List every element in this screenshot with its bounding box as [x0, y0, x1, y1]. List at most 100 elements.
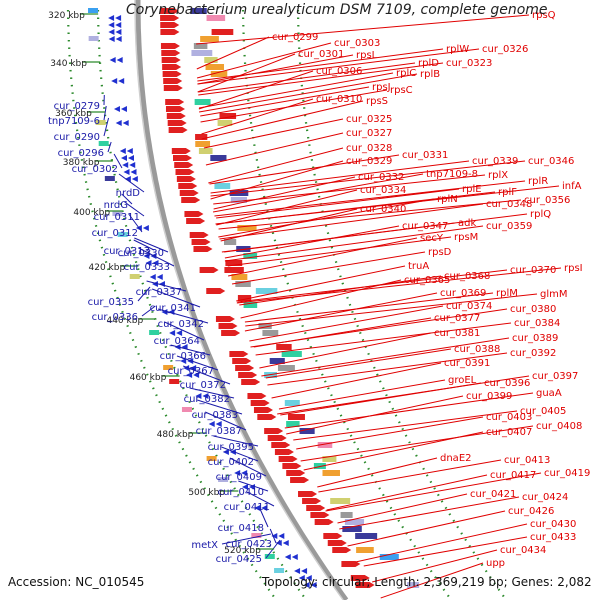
gene-label-right: cur_0388 — [454, 344, 500, 355]
gene-block — [163, 365, 174, 370]
gene-block — [238, 372, 258, 378]
gene-label-left: cur_0335 — [88, 297, 134, 308]
gene-block — [115, 29, 122, 35]
gene-block — [301, 568, 308, 574]
gene-block — [278, 533, 285, 539]
gene-block — [143, 253, 150, 259]
gene-block — [180, 358, 187, 364]
gene-block — [211, 29, 234, 35]
gene-block — [221, 330, 241, 336]
gene-block — [108, 36, 115, 42]
gene-block — [160, 22, 180, 28]
left-gene-labels: cur_0279 tnp7109-6 cur_0290 cur_0296 cur_030… — [48, 101, 272, 565]
gene-label-right: rplM — [496, 288, 518, 299]
gene-label-left: cur_0330 — [118, 248, 164, 259]
gene-block — [310, 512, 330, 518]
gene-label-left: cur_0312 — [92, 228, 138, 239]
gene-block — [162, 71, 182, 77]
gene-block — [191, 50, 213, 56]
gene-block — [215, 316, 235, 322]
gene-label-right: rplW — [446, 44, 469, 55]
kbp-scale-label: 400 kbp — [73, 208, 110, 218]
gene-label-left: cur_0366 — [160, 351, 206, 362]
gene-block — [286, 470, 306, 476]
backbone-layer — [134, 0, 349, 600]
gene-label-right: rpsL — [356, 50, 378, 61]
gene-block — [206, 456, 217, 461]
gene-label-right: cur_0339 — [472, 156, 518, 167]
gene-block — [264, 428, 284, 434]
gene-block — [298, 491, 318, 497]
gene-block — [104, 176, 115, 181]
gene-label-left: cur_0411 — [224, 502, 270, 513]
gene-block — [224, 267, 244, 273]
gene-block — [277, 365, 295, 371]
gene-block — [123, 169, 130, 175]
gene-label-right: rplR — [528, 176, 548, 187]
gene-block — [322, 456, 337, 462]
gene-block — [167, 120, 187, 126]
gene-block — [160, 15, 180, 21]
gene-block — [217, 120, 233, 126]
gene-label-right: rplD — [418, 58, 439, 69]
gene-block — [160, 29, 180, 35]
gene-block — [199, 267, 219, 273]
gene-label-right: rpsC — [390, 85, 413, 96]
gene-block — [169, 379, 180, 384]
gene-label-right: cur_0433 — [530, 532, 576, 543]
gene-block — [322, 470, 340, 476]
gene-block — [206, 288, 226, 294]
gene-block — [131, 176, 138, 182]
gene-block — [305, 575, 312, 581]
gene-block — [230, 197, 247, 203]
gene-label-left: metX — [191, 540, 218, 551]
gene-label-right: cur_0392 — [510, 348, 556, 359]
gene-block — [108, 15, 115, 21]
gene-block — [261, 505, 268, 511]
gene-block — [253, 407, 273, 413]
gene-label-right: cur_0397 — [532, 371, 578, 382]
gene-block — [108, 22, 115, 28]
gene-block — [284, 554, 291, 560]
gene-block — [235, 281, 251, 287]
gene-label-right: rplB — [420, 69, 440, 80]
gene-label-right: cur_0421 — [470, 489, 516, 500]
gene-block — [269, 358, 285, 364]
gene-label-right: cur_0310 — [316, 94, 362, 105]
gene-label-right: cur_0346 — [528, 156, 574, 167]
kbp-scale-label: 520 kbp — [224, 546, 261, 556]
gene-label-right: cur_0374 — [446, 301, 492, 312]
gene-block — [186, 372, 193, 378]
gene-block — [194, 99, 211, 105]
gene-block — [195, 141, 211, 147]
gene-block — [258, 323, 272, 329]
gene-label-left: cur_0395 — [208, 442, 254, 453]
gene-block — [267, 435, 287, 441]
gene-label-left: cur_0402 — [208, 457, 254, 468]
gene-block — [340, 512, 353, 518]
gene-label-right: cur_0381 — [434, 328, 480, 339]
gene-block — [274, 568, 285, 573]
gene-block — [156, 274, 163, 280]
gene-block — [247, 393, 267, 399]
gene-label-right: rpsD — [428, 247, 452, 258]
gene-block — [198, 148, 213, 154]
gene-label-right: glmM — [540, 289, 568, 300]
gene-label-right: rplQ — [530, 209, 551, 220]
gene-block — [232, 358, 252, 364]
gene-label-left: cur_0302 — [72, 164, 118, 175]
gene-label-right: cur_0306 — [316, 66, 362, 77]
gene-label-right: truA — [408, 261, 429, 272]
gene-block — [288, 414, 305, 420]
gene-block — [330, 498, 351, 504]
gene-block — [122, 162, 129, 168]
gene-label-right: secY — [420, 233, 444, 244]
gene-block — [112, 211, 123, 216]
gene-block — [149, 330, 160, 335]
gene-label-right: cur_0405 — [520, 406, 566, 417]
gene-label-right: cur_0384 — [514, 318, 560, 329]
gene-block — [166, 113, 186, 119]
gene-block — [130, 169, 137, 175]
gene-label-right: cur_0301 — [298, 49, 344, 60]
